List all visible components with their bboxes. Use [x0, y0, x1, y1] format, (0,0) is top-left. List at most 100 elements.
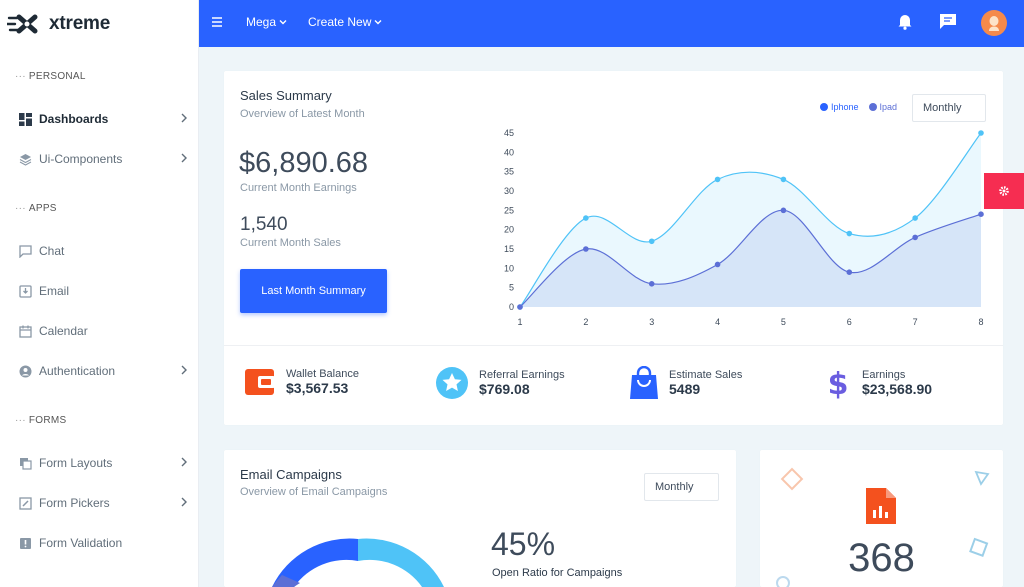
circle-shape-icon	[776, 576, 790, 587]
user-avatar-icon	[989, 16, 999, 31]
data-point	[517, 304, 523, 310]
chevron-right-icon	[181, 457, 187, 467]
campaign-period-select[interactable]: Monthly	[644, 473, 719, 501]
stat-label: Earnings	[862, 369, 906, 381]
mega-menu-button[interactable]: Mega	[246, 15, 287, 29]
file-stat-card: 368	[760, 450, 1003, 587]
sidebar-item-form-pickers[interactable]: Form Pickers	[0, 487, 199, 519]
y-tick-label: 45	[504, 128, 514, 138]
menu-icon[interactable]	[211, 16, 223, 28]
logo-icon	[7, 14, 38, 33]
sidebar-item-authentication[interactable]: Authentication	[0, 355, 199, 387]
data-point	[912, 234, 918, 241]
data-point	[978, 130, 984, 136]
stat-earnings: $ Earnings $23,568.90	[824, 366, 933, 400]
stat-label: Estimate Sales	[669, 369, 743, 381]
account-icon	[18, 364, 32, 378]
stat-estimate-sales: Estimate Sales 5489	[629, 366, 742, 400]
sidebar-item-form-validation[interactable]: Form Validation	[0, 527, 199, 559]
shopping-bag-icon	[630, 366, 658, 399]
period-select[interactable]: Monthly	[912, 94, 986, 122]
sidebar-item-label: Calendar	[39, 324, 88, 338]
data-point	[912, 215, 918, 221]
file-chart-icon	[866, 488, 896, 524]
data-point	[583, 215, 589, 221]
sidebar-item-email[interactable]: Email	[0, 275, 199, 307]
brand[interactable]: xtreme	[0, 0, 198, 47]
create-new-button[interactable]: Create New	[308, 15, 382, 29]
data-point	[846, 269, 853, 275]
calendar-icon	[18, 324, 32, 338]
sidebar-item-ui-components[interactable]: Ui-Components	[0, 143, 199, 175]
triangle-shape-icon	[974, 470, 990, 486]
square-shape-icon	[969, 537, 989, 557]
sidebar-item-label: Dashboards	[39, 112, 109, 126]
message-icon[interactable]	[939, 13, 957, 30]
data-point	[714, 261, 721, 268]
brand-name: xtreme	[49, 12, 111, 34]
x-tick-label: 7	[913, 317, 918, 327]
chevron-right-icon	[181, 153, 187, 163]
sidebar-item-label: Ui-Components	[39, 152, 123, 166]
stat-value: $3,567.53	[286, 380, 349, 396]
legend-label: Iphone	[831, 102, 859, 112]
chevron-down-icon	[279, 20, 287, 25]
section-label: APPS	[28, 203, 57, 214]
gear-icon	[999, 186, 1009, 196]
data-point	[846, 230, 853, 237]
y-tick-label: 0	[509, 302, 514, 312]
sidebar-item-label: Chat	[39, 244, 65, 258]
stat-label: Referral Earnings	[479, 369, 565, 381]
sidebar-item-label: Form Layouts	[39, 456, 113, 470]
sidebar-item-dashboards[interactable]: Dashboards	[0, 103, 199, 135]
series-line	[519, 209, 982, 308]
mega-menu-label: Mega	[246, 15, 277, 29]
series-area	[520, 210, 981, 307]
open-ratio-label: Open Ratio for Campaigns	[492, 567, 623, 579]
sidebar-item-calendar[interactable]: Calendar	[0, 315, 199, 347]
card-subtitle: Overview of Latest Month	[240, 108, 365, 120]
inbox-icon	[18, 284, 32, 298]
data-point	[780, 176, 787, 183]
legend-dot	[868, 103, 877, 111]
y-tick-label: 25	[504, 205, 514, 215]
chevron-right-icon	[181, 113, 187, 123]
stat-referral-earnings: Referral Earnings $769.08	[435, 366, 565, 400]
svg-text:$: $	[828, 367, 849, 400]
bell-icon[interactable]	[897, 13, 913, 30]
campaign-donut-chart	[272, 538, 444, 587]
stat-value: 5489	[669, 381, 701, 397]
avatar[interactable]	[981, 10, 1007, 36]
x-tick-label: 4	[715, 317, 720, 327]
earnings-value: $6,890.68	[239, 147, 369, 179]
section-personal: ··· PERSONAL	[15, 71, 86, 82]
x-tick-label: 3	[649, 317, 654, 327]
y-tick-label: 10	[504, 263, 514, 273]
chevron-right-icon	[181, 365, 187, 375]
wallet-icon	[245, 369, 275, 395]
data-point	[583, 246, 589, 252]
legend-dot	[820, 103, 828, 111]
sidebar-item-label: Authentication	[39, 364, 116, 378]
create-new-label: Create New	[308, 15, 372, 29]
data-point	[978, 211, 984, 217]
card-title: Email Campaigns	[240, 467, 342, 482]
sidebar-item-label: Form Pickers	[39, 496, 110, 510]
open-ratio-value: 45%	[491, 526, 556, 562]
sidebar: xtreme ··· PERSONAL Dashboards Ui-Compone…	[0, 0, 199, 587]
last-month-summary-button[interactable]: Last Month Summary	[240, 269, 387, 313]
sidebar-item-form-layouts[interactable]: Form Layouts	[0, 447, 199, 479]
settings-tab[interactable]	[984, 173, 1024, 209]
series-area	[520, 133, 981, 307]
x-tick-label: 8	[978, 317, 983, 327]
x-tick-label: 1	[517, 317, 522, 327]
card-subtitle: Overview of Email Campaigns	[240, 486, 388, 498]
x-tick-label: 6	[847, 317, 852, 327]
stat-value: $769.08	[479, 381, 530, 397]
data-point	[648, 238, 655, 245]
section-apps: ··· APPS	[15, 203, 57, 214]
file-stat-value: 368	[848, 536, 915, 580]
y-tick-label: 40	[504, 147, 514, 157]
sidebar-item-chat[interactable]: Chat	[0, 235, 199, 267]
dashboard-icon	[18, 112, 32, 126]
